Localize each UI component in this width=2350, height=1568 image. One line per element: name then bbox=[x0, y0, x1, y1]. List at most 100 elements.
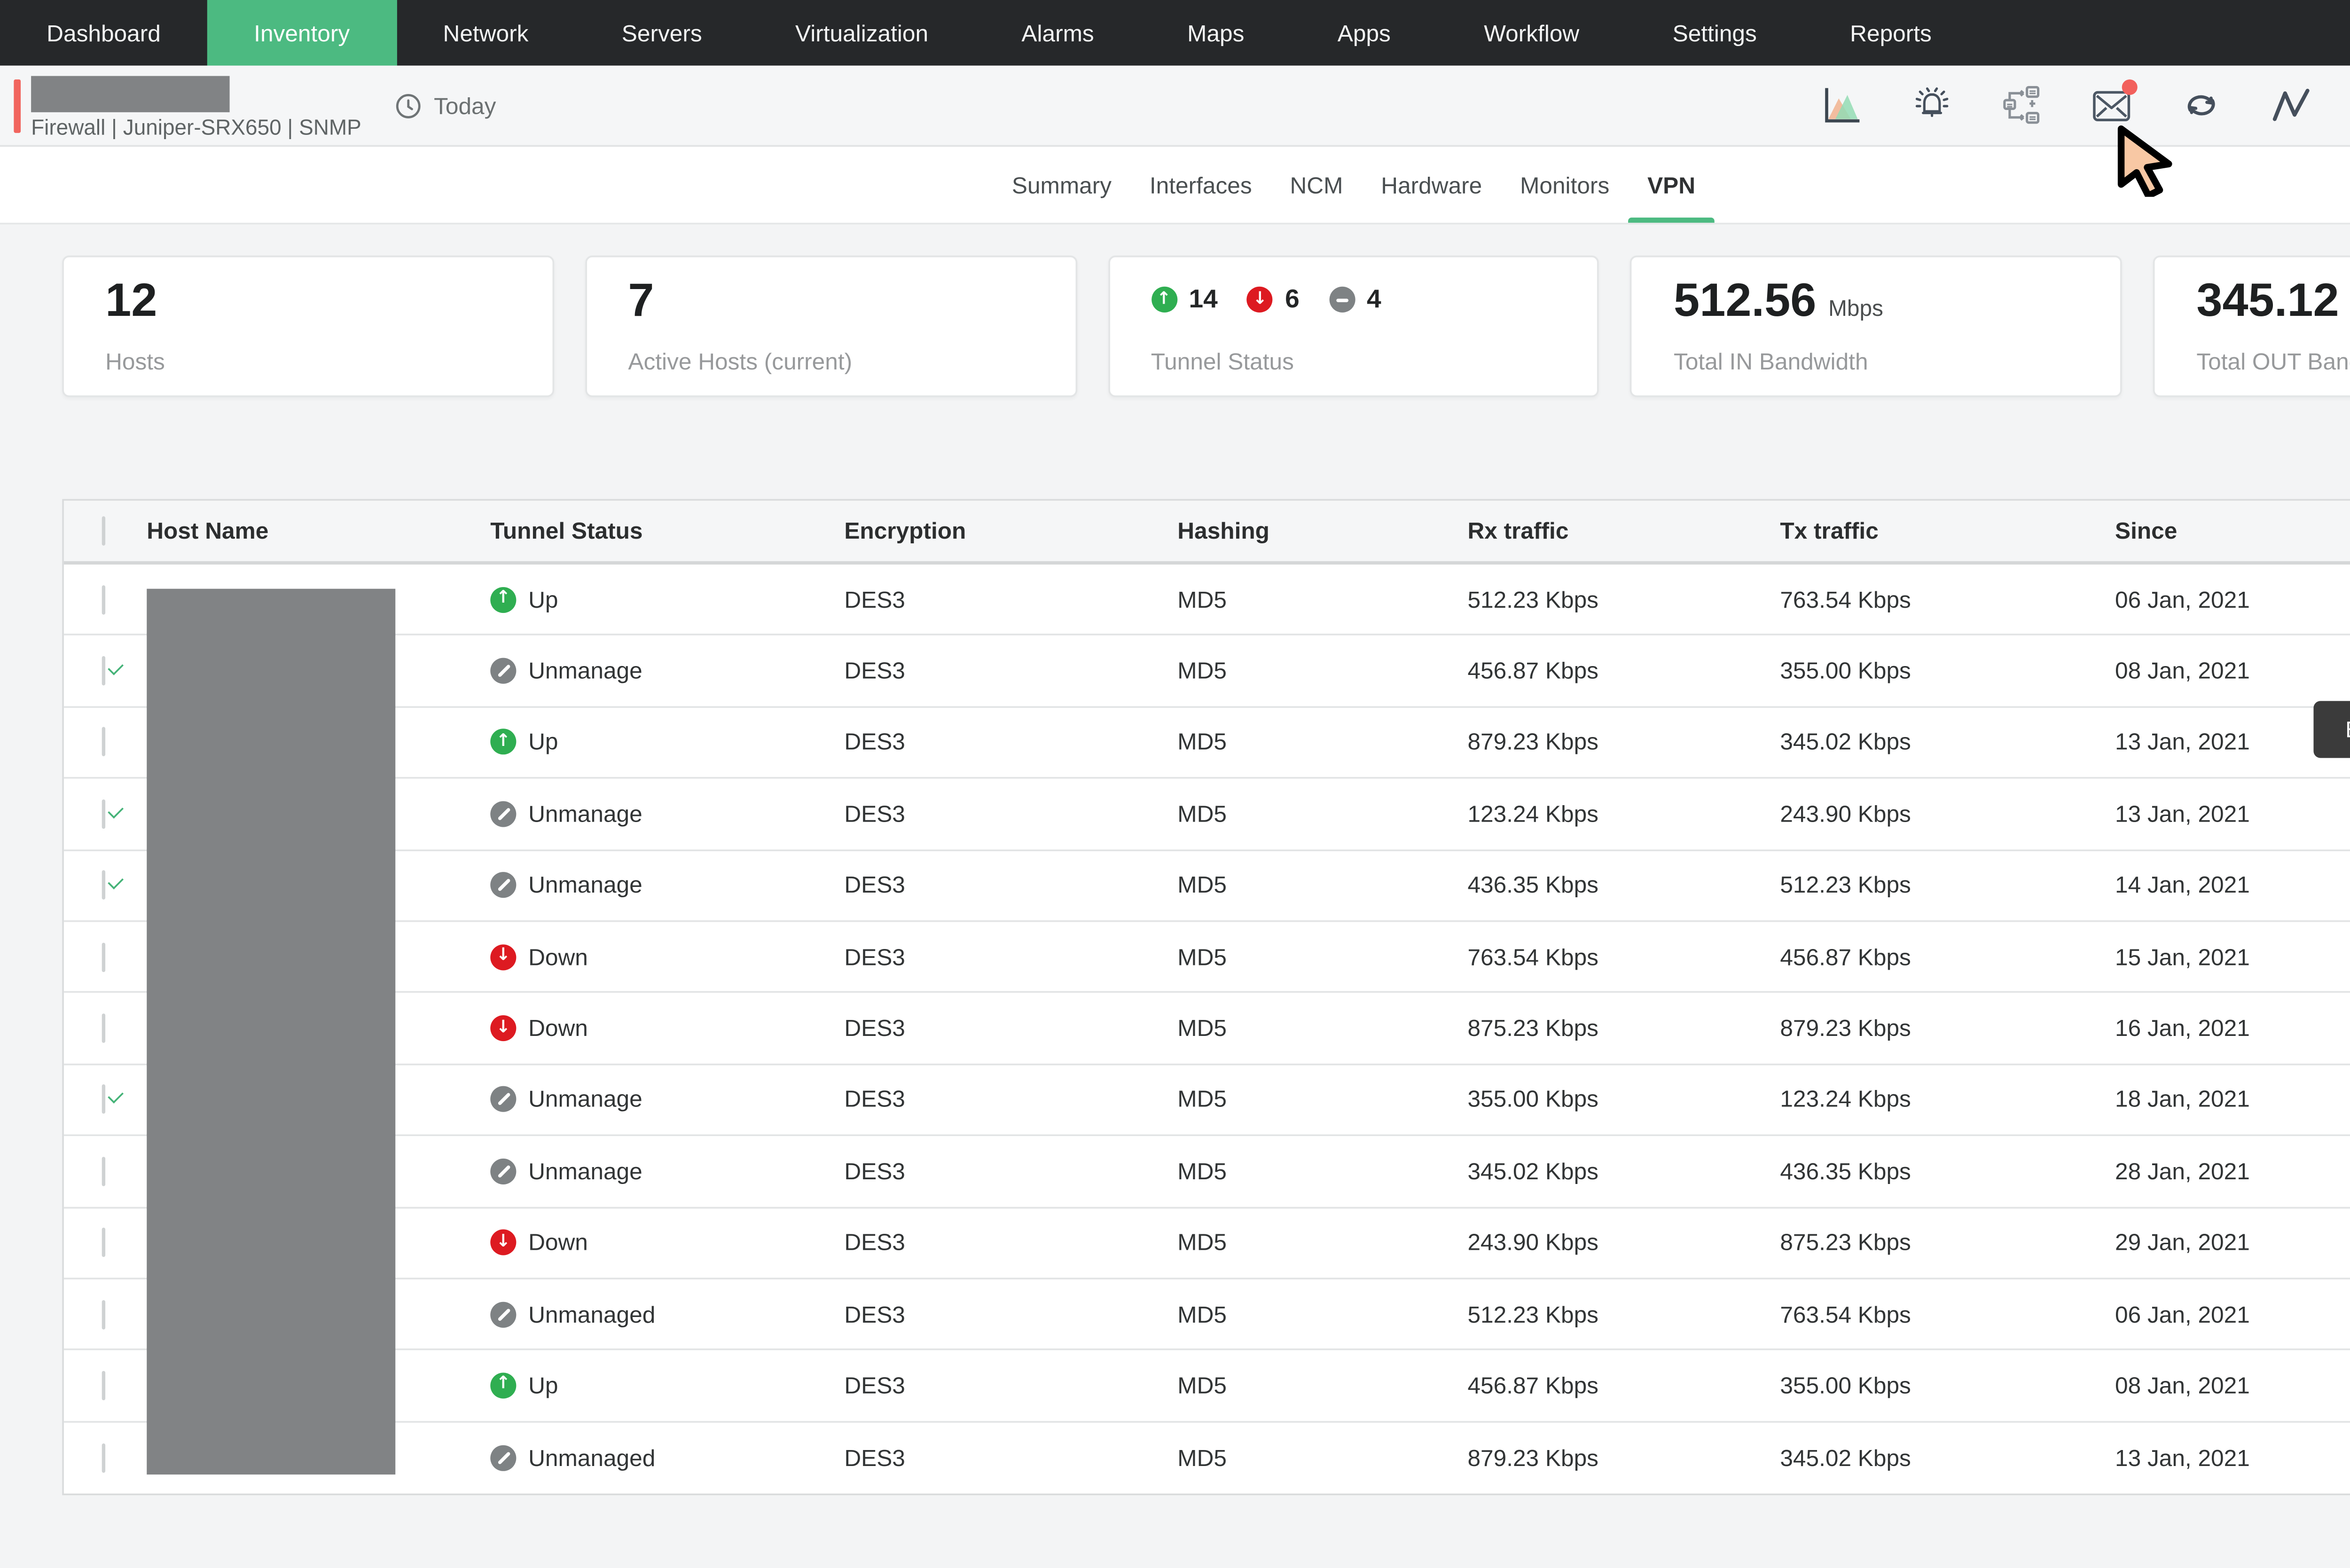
row-checkbox[interactable] bbox=[102, 942, 106, 972]
rx-traffic-cell: 512.23 Kbps bbox=[1467, 586, 1598, 612]
rx-traffic-cell: 879.23 Kbps bbox=[1467, 1445, 1598, 1471]
table-row: Unmanaged DES3 MD5 879.23 Kbps 345.02 Kb… bbox=[63, 1422, 2350, 1494]
area-chart-icon[interactable] bbox=[1822, 85, 1863, 126]
table-row: Unmanage DES3 MD5 436.35 Kbps 512.23 Kbp… bbox=[63, 850, 2350, 922]
encryption-cell: DES3 bbox=[844, 800, 905, 827]
tunnel-status-label: Unmanaged bbox=[528, 1301, 656, 1327]
col-tx-traffic: Tx traffic bbox=[1780, 518, 1879, 544]
device-name-redacted bbox=[31, 75, 230, 111]
up-status-icon: ↑ bbox=[490, 729, 517, 756]
tab-summary[interactable]: Summary bbox=[1011, 172, 1112, 198]
rx-traffic-cell: 875.23 Kbps bbox=[1467, 1015, 1598, 1042]
row-checkbox[interactable] bbox=[102, 1443, 106, 1473]
tx-traffic-cell: 763.54 Kbps bbox=[1780, 1301, 1911, 1327]
tx-traffic-cell: 456.87 Kbps bbox=[1780, 944, 1911, 970]
nav-item-alarms[interactable]: Alarms bbox=[1021, 20, 1094, 46]
row-checkbox[interactable] bbox=[102, 656, 106, 686]
table-row: ↑ Up DES3 MD5 512.23 Kbps 763.54 Kbps 06… bbox=[63, 564, 2350, 636]
tunnel-status-card: ↑ 14 ↓ 6 4 Tunnel Status bbox=[1107, 255, 1600, 397]
nav-item-dashboard[interactable]: Dashboard bbox=[47, 20, 161, 46]
unmanaged-status-icon bbox=[490, 872, 517, 899]
tunnel-status-label: Unmanage bbox=[528, 1158, 642, 1184]
select-all-checkbox[interactable] bbox=[102, 516, 106, 546]
rx-traffic-cell: 243.90 Kbps bbox=[1467, 1230, 1598, 1256]
rx-traffic-cell: 345.02 Kbps bbox=[1467, 1158, 1598, 1184]
col-host-name: Host Name bbox=[147, 518, 269, 544]
time-range-picker[interactable]: Today bbox=[396, 93, 496, 118]
unmanaged-status-icon bbox=[1329, 286, 1355, 313]
encryption-cell: DES3 bbox=[844, 586, 905, 612]
tunnel-status-label: Unmanage bbox=[528, 800, 642, 827]
since-cell: 06 Jan, 2021 bbox=[2115, 1301, 2250, 1327]
row-checkbox[interactable] bbox=[102, 1228, 106, 1258]
rx-traffic-cell: 456.87 Kbps bbox=[1467, 658, 1598, 684]
tx-traffic-cell: 436.35 Kbps bbox=[1780, 1158, 1911, 1184]
nav-item-servers[interactable]: Servers bbox=[621, 20, 702, 46]
row-checkbox[interactable] bbox=[102, 1085, 106, 1114]
device-toolbar: Firewall | Juniper-SRX650 | SNMP Today bbox=[0, 65, 2350, 147]
mail-notification-dot bbox=[2122, 79, 2138, 95]
encryption-cell: DES3 bbox=[844, 872, 905, 899]
up-count: 14 bbox=[1189, 285, 1218, 314]
row-checkbox[interactable] bbox=[102, 799, 106, 829]
hashing-cell: MD5 bbox=[1177, 872, 1227, 899]
rx-traffic-cell: 512.23 Kbps bbox=[1467, 1301, 1598, 1327]
vpn-content: 12 Hosts 7 Active Hosts (current) ↑ 14 ↓… bbox=[0, 225, 2350, 1568]
severity-accent-bar bbox=[14, 78, 21, 133]
nav-item-workflow[interactable]: Workflow bbox=[1484, 20, 1580, 46]
hashing-cell: MD5 bbox=[1177, 944, 1227, 970]
tab-hardware[interactable]: Hardware bbox=[1381, 172, 1482, 198]
summary-cards: 12 Hosts 7 Active Hosts (current) ↑ 14 ↓… bbox=[62, 255, 2350, 397]
since-cell: 15 Jan, 2021 bbox=[2115, 944, 2250, 970]
mail-icon[interactable] bbox=[2091, 79, 2138, 126]
tab-ncm[interactable]: NCM bbox=[1290, 172, 1343, 198]
col-hashing: Hashing bbox=[1177, 518, 1269, 544]
unmanaged-status-icon bbox=[490, 1445, 517, 1471]
device-tabs: Summary Interfaces NCM Hardware Monitors… bbox=[0, 147, 2350, 225]
unmanaged-status-icon bbox=[490, 658, 517, 684]
row-checkbox[interactable] bbox=[102, 870, 106, 900]
tunnel-status-label: Down bbox=[528, 1015, 588, 1042]
nav-item-virtualization[interactable]: Virtualization bbox=[795, 20, 929, 46]
nav-item-maps[interactable]: Maps bbox=[1187, 20, 1245, 46]
tx-traffic-cell: 512.23 Kbps bbox=[1780, 872, 1911, 899]
tx-traffic-cell: 123.24 Kbps bbox=[1780, 1087, 1911, 1113]
tab-interfaces[interactable]: Interfaces bbox=[1149, 172, 1252, 198]
row-checkbox[interactable] bbox=[102, 1156, 106, 1186]
encryption-cell: DES3 bbox=[844, 1015, 905, 1042]
tx-traffic-cell: 243.90 Kbps bbox=[1780, 800, 1911, 827]
tunnel-status-label: Down bbox=[528, 944, 588, 970]
row-checkbox[interactable] bbox=[102, 1299, 106, 1329]
nav-item-network[interactable]: Network bbox=[443, 20, 529, 46]
hashing-cell: MD5 bbox=[1177, 1445, 1227, 1471]
link-icon[interactable] bbox=[2181, 85, 2222, 126]
in-bandwidth-card: 512.56 Mbps Total IN Bandwidth bbox=[1630, 255, 2123, 397]
topology-icon[interactable] bbox=[2001, 85, 2043, 126]
table-row: Unmanage DES3 MD5 123.24 Kbps 243.90 Kbp… bbox=[63, 779, 2350, 851]
line-chart-icon[interactable] bbox=[2271, 85, 2312, 126]
table-row: Unmanage DES3 MD5 355.00 Kbps 123.24 Kbp… bbox=[63, 1065, 2350, 1137]
table-row: Unmanage DES3 MD5 456.87 Kbps 355.00 Kbp… bbox=[63, 636, 2350, 708]
since-cell: 13 Jan, 2021 bbox=[2115, 800, 2250, 827]
rx-traffic-cell: 763.54 Kbps bbox=[1467, 944, 1598, 970]
tab-monitors[interactable]: Monitors bbox=[1520, 172, 1610, 198]
nav-item-settings[interactable]: Settings bbox=[1672, 20, 1757, 46]
row-checkbox[interactable] bbox=[102, 1013, 106, 1043]
row-checkbox[interactable] bbox=[102, 585, 106, 614]
since-cell: 08 Jan, 2021 bbox=[2115, 658, 2250, 684]
hashing-cell: MD5 bbox=[1177, 658, 1227, 684]
table-row: ↑ Up DES3 MD5 879.23 Kbps 345.02 Kbps 13… bbox=[63, 707, 2350, 779]
nav-item-inventory[interactable]: Inventory bbox=[207, 0, 397, 66]
hashing-cell: MD5 bbox=[1177, 1015, 1227, 1042]
nav-item-apps[interactable]: Apps bbox=[1337, 20, 1391, 46]
tx-traffic-cell: 345.02 Kbps bbox=[1780, 1445, 1911, 1471]
row-checkbox[interactable] bbox=[102, 728, 106, 757]
row-checkbox[interactable] bbox=[102, 1371, 106, 1401]
tab-vpn[interactable]: VPN bbox=[1628, 147, 1715, 223]
nav-item-reports[interactable]: Reports bbox=[1850, 20, 1932, 46]
rx-traffic-cell: 355.00 Kbps bbox=[1467, 1087, 1598, 1113]
encryption-cell: DES3 bbox=[844, 944, 905, 970]
hosts-card: 12 Hosts bbox=[62, 255, 554, 397]
alarm-bell-icon[interactable] bbox=[1911, 85, 1953, 126]
table-row: Unmanaged DES3 MD5 512.23 Kbps 763.54 Kb… bbox=[63, 1279, 2350, 1351]
